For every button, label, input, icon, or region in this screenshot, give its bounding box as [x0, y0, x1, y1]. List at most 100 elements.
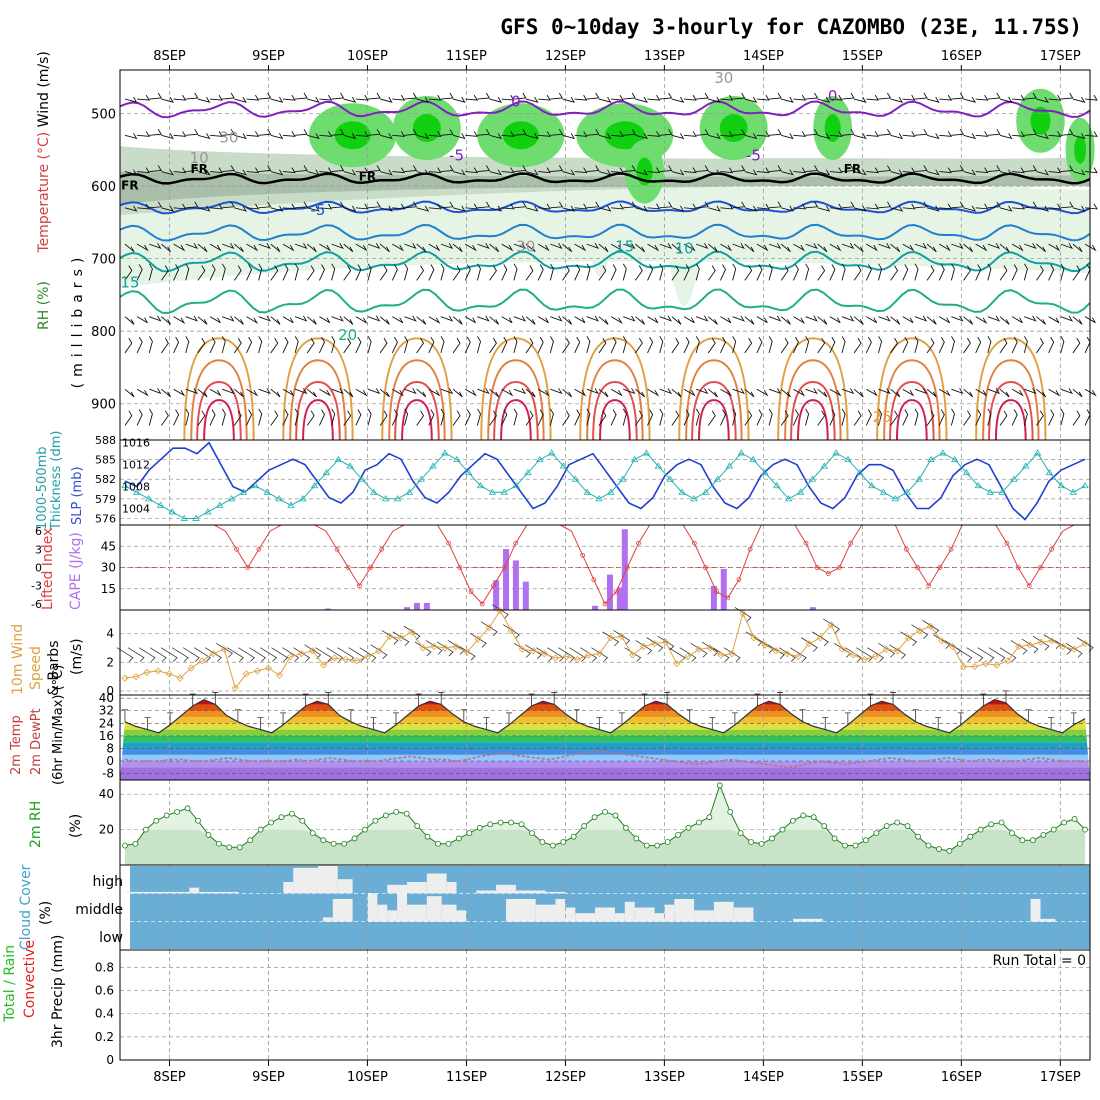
- wind-barb: [124, 243, 135, 253]
- wind10m-barb: [966, 647, 984, 662]
- wind-barb: [878, 92, 892, 100]
- wind-barb: [768, 315, 782, 322]
- thickness-point: [1069, 488, 1077, 495]
- wind-barb: [780, 337, 789, 354]
- wind-barb: [124, 388, 135, 398]
- minmax-whisker: [890, 692, 897, 705]
- wind-barb: [404, 201, 418, 209]
- cloud-bar: [293, 867, 318, 894]
- rh-point: [643, 842, 650, 849]
- wind-barb: [1084, 316, 1096, 324]
- contour-label: FR: [359, 169, 376, 183]
- wind-barb: [866, 167, 880, 174]
- wind-barb: [331, 165, 345, 173]
- wind-barb: [829, 243, 842, 252]
- thermal-contour: [295, 380, 341, 441]
- isotherm-10: [119, 223, 1091, 242]
- wind-barb: [708, 133, 721, 140]
- wind-barb: [161, 388, 171, 398]
- cloud-cover-panel: Cloud Cover (%) high middle low: [18, 864, 1090, 950]
- wind-barb: [744, 243, 755, 253]
- wind-barb: [902, 243, 915, 252]
- thermal-contour: [282, 337, 354, 441]
- top-date-label: 17SEP: [1040, 49, 1081, 64]
- rh-point: [247, 837, 254, 844]
- wind-barb: [1036, 388, 1046, 398]
- wind10m-point: [353, 657, 361, 665]
- wind10m-point: [209, 650, 217, 658]
- rh2m-label: 2m RH: [28, 801, 44, 848]
- rh-point: [393, 808, 400, 815]
- wind10m-point: [518, 645, 526, 653]
- slp-tick-label: 1008: [122, 481, 150, 494]
- wind10m-point: [617, 632, 626, 640]
- wind-barb: [780, 316, 791, 325]
- wind-barb: [1024, 92, 1037, 100]
- rh-bright-blob: [412, 114, 441, 143]
- wind-barb: [476, 263, 481, 281]
- wind-barb: [380, 133, 393, 140]
- wind-barb: [270, 243, 281, 253]
- rh-point: [977, 826, 984, 833]
- wind-barb: [756, 336, 763, 354]
- wind-barb: [987, 336, 992, 354]
- temperature-band: [120, 735, 1090, 743]
- wind-barb: [683, 167, 697, 174]
- rh-point: [362, 826, 368, 833]
- wind-barb: [367, 242, 381, 250]
- thermal-contour: [487, 359, 545, 441]
- wind10m-point: [408, 628, 416, 636]
- wind-barb: [1060, 263, 1065, 281]
- wind-barb: [294, 242, 308, 250]
- wind-barb: [744, 337, 753, 354]
- wind-barb: [246, 316, 259, 324]
- thickness-point: [773, 481, 781, 489]
- cape-bar: [621, 529, 628, 610]
- wind-barb: [623, 128, 636, 136]
- wind-barb: [258, 242, 271, 250]
- wind-barb: [525, 316, 536, 325]
- thickness-point: [702, 488, 710, 495]
- contour-label: 10: [675, 240, 694, 258]
- wind-barb: [464, 264, 471, 281]
- cloud-bar: [367, 893, 378, 922]
- wind-barb: [987, 242, 1001, 250]
- wind-barb: [598, 169, 612, 176]
- wind-barb: [379, 388, 390, 398]
- wind-barb: [1072, 265, 1081, 281]
- thermal-contour: [183, 337, 255, 441]
- bottom-date-label: 15SEP: [842, 1070, 883, 1085]
- wind10m-barb: [127, 647, 145, 662]
- thickness-point: [950, 455, 959, 463]
- wind-barb: [890, 205, 904, 212]
- thickness-point: [820, 462, 828, 469]
- wind-barb: [513, 128, 527, 136]
- wind-barb: [295, 92, 308, 100]
- wind-barb: [769, 128, 782, 136]
- dewpt-label: 2m DewPt: [29, 708, 44, 775]
- thickness-point: [299, 495, 307, 502]
- wind-barb: [562, 133, 576, 140]
- wind-barb: [477, 242, 490, 250]
- wind-barb: [246, 388, 259, 397]
- wind-barb: [720, 243, 733, 252]
- wind-barb: [234, 243, 244, 253]
- wind-barb: [501, 316, 513, 324]
- wind-barb: [671, 265, 680, 281]
- wind-barb: [550, 128, 564, 136]
- wind-barb: [538, 94, 551, 101]
- cloud-bar: [456, 910, 467, 922]
- cloud-bar: [426, 873, 447, 894]
- wind-barb: [659, 315, 673, 322]
- wind-barb: [1023, 408, 1028, 426]
- thickness-point: [559, 462, 568, 469]
- lifted-point: [1049, 546, 1054, 552]
- lifted-point: [1037, 565, 1043, 570]
- wind-barb: [452, 243, 463, 253]
- lifted-point: [502, 565, 507, 570]
- thickness-point: [619, 475, 627, 482]
- wind10m-barb: [988, 647, 1006, 662]
- wind-barb: [233, 265, 242, 281]
